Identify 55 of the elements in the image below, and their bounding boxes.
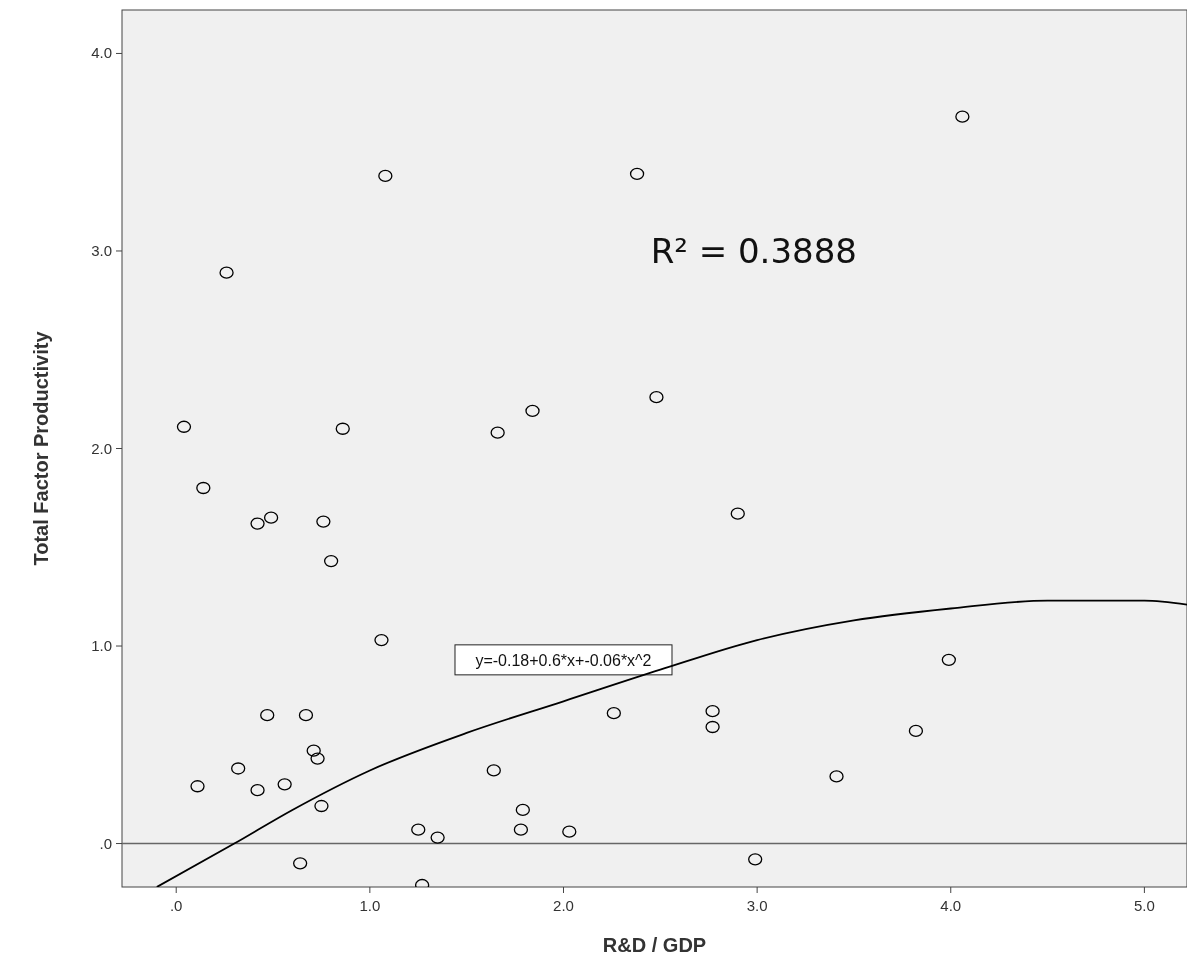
y-tick-label: 3.0 (91, 241, 112, 259)
point (705, 705, 720, 718)
point (298, 709, 314, 722)
x-tick-label: 2.0 (553, 897, 574, 914)
x-tick-label: 4.0 (940, 897, 962, 914)
x-axis-title: R&D / GDP (602, 934, 707, 956)
annotation: y=-0.18+0.6*x+-0.06*x^2 (475, 651, 652, 669)
point (374, 633, 389, 647)
point (562, 825, 577, 838)
point (293, 857, 308, 870)
annotation: R² = 0.3888 (650, 230, 857, 271)
point (316, 515, 331, 528)
x-tick-label: .0 (169, 897, 183, 914)
x-tick-label: 1.0 (359, 897, 381, 914)
point (314, 799, 329, 813)
x-tick-label: 3.0 (746, 897, 768, 914)
point (250, 784, 265, 797)
point (829, 770, 844, 783)
point (649, 390, 664, 404)
y-tick-label: 1.0 (91, 637, 112, 655)
point (176, 420, 192, 433)
point (525, 404, 540, 418)
point (513, 823, 529, 836)
point (748, 853, 763, 866)
point (430, 831, 445, 844)
y-tick-label: 2.0 (91, 439, 112, 457)
point (411, 823, 426, 836)
point (606, 707, 621, 720)
point (190, 780, 205, 793)
x-tick-label: 5.0 (1133, 897, 1155, 914)
point (250, 517, 265, 530)
y-tick-label: 4.0 (91, 44, 112, 62)
y-tick-label: .0 (99, 834, 112, 852)
point (231, 762, 246, 775)
point (378, 169, 393, 183)
point (730, 507, 745, 520)
point (306, 744, 321, 757)
point (955, 110, 970, 123)
point (335, 422, 350, 435)
line-series (155, 599, 1187, 887)
point (196, 481, 211, 495)
y-axis-title: Total Factor Productivity (30, 330, 52, 566)
point (515, 803, 530, 817)
point (263, 511, 279, 524)
point (941, 653, 956, 666)
point (277, 778, 292, 791)
point (323, 554, 339, 568)
point (629, 167, 645, 181)
point (490, 426, 505, 439)
point (260, 709, 275, 722)
point (310, 752, 325, 765)
point (908, 724, 924, 738)
point (219, 266, 234, 279)
point (486, 764, 501, 777)
point (705, 720, 720, 734)
